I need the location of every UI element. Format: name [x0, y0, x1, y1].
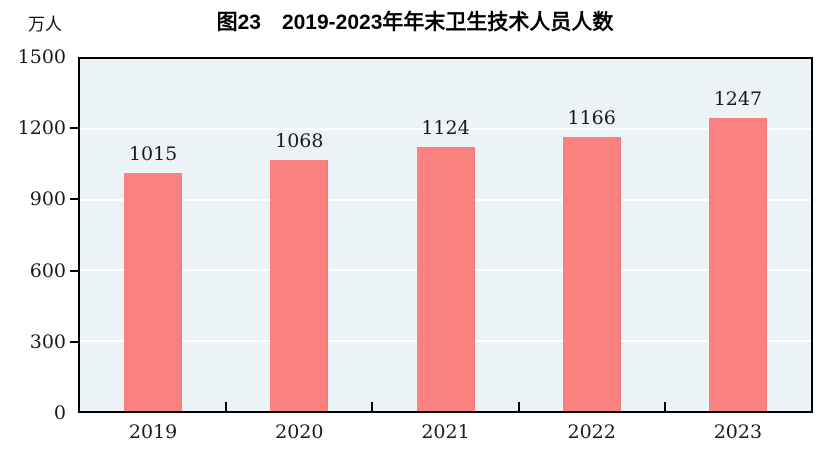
y-axis-unit-label: 万人: [28, 15, 62, 35]
bar-2020: [270, 160, 329, 411]
bar-value-label-2023: 1247: [713, 88, 763, 111]
x-boundary-tick-2: [371, 402, 374, 411]
y-tick-mark-900: [70, 198, 78, 201]
chart-title: 图23 2019-2023年年末卫生技术人员人数: [216, 11, 614, 34]
x-tick-label-2021: 2021: [421, 421, 470, 443]
y-tick-label-300: 300: [29, 330, 66, 353]
bar-2022: [562, 137, 621, 411]
y-tick-label-1200: 1200: [17, 117, 66, 140]
x-boundary-tick-1: [225, 402, 228, 411]
x-tick-label-2020: 2020: [275, 421, 324, 443]
bar-value-label-2020: 1068: [275, 130, 324, 153]
plot-area: 1015 1068 1124 1166 1247: [78, 57, 813, 413]
x-tick-label-2022: 2022: [567, 421, 616, 443]
x-tick-label-2019: 2019: [128, 421, 178, 443]
y-tick-mark-300: [70, 340, 78, 343]
bar-value-label-2019: 1015: [128, 142, 178, 165]
bar-2019: [124, 172, 183, 411]
bar-value-label-2022: 1166: [567, 107, 616, 130]
y-tick-label-1500: 1500: [17, 46, 66, 68]
y-tick-label-0: 0: [53, 402, 66, 424]
y-tick-mark-1200: [70, 127, 78, 130]
y-tick-label-900: 900: [29, 188, 66, 211]
bar-2021: [416, 147, 475, 411]
x-boundary-tick-4: [663, 402, 666, 411]
bar-2023: [708, 118, 767, 411]
y-tick-mark-600: [70, 269, 78, 272]
gridline-1200: [80, 128, 811, 131]
y-tick-label-600: 600: [29, 259, 66, 282]
bar-value-label-2021: 1124: [421, 117, 470, 140]
x-tick-label-2023: 2023: [713, 421, 763, 443]
x-boundary-tick-3: [517, 402, 520, 411]
